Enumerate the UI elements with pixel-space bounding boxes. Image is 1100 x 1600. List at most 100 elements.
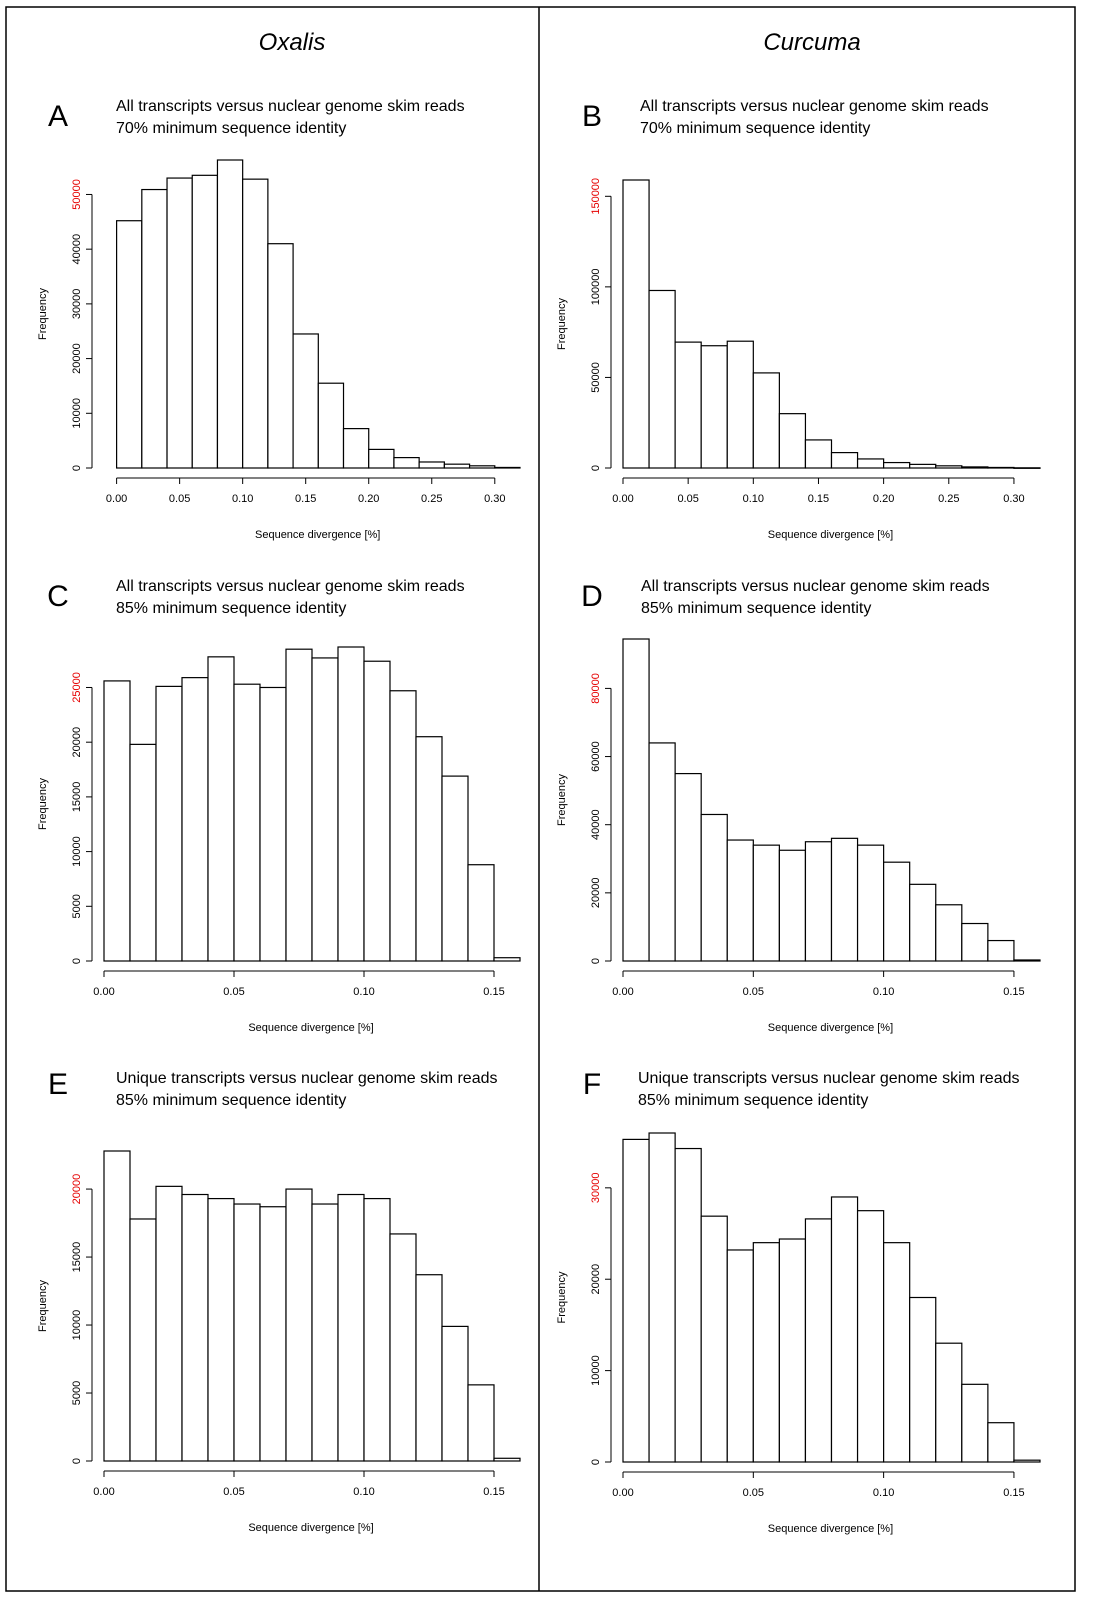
histogram-bar [166,177,193,469]
histogram-bar [1013,467,1041,469]
x-tick-label: 0.05 [743,986,764,998]
panel-letter: A [48,100,68,133]
histogram-bar [726,1249,754,1463]
panel-title-line: 85% minimum sequence identity [116,600,346,617]
chart-panel-b: B All transcripts versus nuclear genome s… [556,98,1041,541]
histogram-bar [987,1422,1015,1463]
column-title-right: Curcuma [763,29,860,56]
histogram-bar [207,1197,235,1462]
x-tick-label: 0.00 [93,986,114,998]
y-axis-label: Frequency [556,1271,568,1323]
y-tick-label: 30000 [71,289,83,320]
histogram-bar [441,775,469,962]
histogram-bar [622,638,650,962]
x-tick-label: 0.15 [1003,1487,1024,1499]
x-tick-label: 0.05 [223,986,244,998]
histogram-bar [935,465,963,469]
histogram-bar [285,1188,313,1462]
histogram-bar [441,1325,469,1462]
histogram-bar [752,372,780,469]
histogram-bar [311,657,339,962]
histogram-bar [337,646,365,962]
panel-title-line: 70% minimum sequence identity [116,120,346,137]
y-tick-label: 0 [590,1459,602,1465]
histogram-bar [909,463,937,469]
x-tick-label: 0.25 [938,493,959,505]
x-tick-label: 0.00 [612,1487,633,1499]
histogram-bar [292,333,319,469]
x-tick-label: 0.00 [93,1486,114,1498]
histogram-bar [830,837,859,962]
histogram-bar [778,1238,807,1463]
histogram-bar [726,340,754,469]
panel-title-line: All transcripts versus nuclear genome sk… [116,578,465,595]
histogram-bar [468,465,496,469]
y-tick-label: 10000 [590,1355,602,1386]
x-tick-label: 0.15 [483,986,504,998]
panel-letter: C [47,580,69,613]
histogram-bar [181,1193,209,1462]
histogram-bar [415,1274,443,1462]
histogram-bar [415,736,443,962]
histogram-bar [267,243,294,469]
panels: A All transcripts versus nuclear genome s… [37,98,1041,1535]
y-axis-label: Frequency [556,298,568,350]
y-axis-label: Frequency [37,288,49,340]
histogram-bar [856,458,885,469]
histogram-bar [1013,959,1041,962]
histogram-bar [622,179,650,469]
histogram-bar [368,448,395,469]
histogram-bar [129,743,157,962]
histogram-bar [181,677,209,962]
histogram-bar [342,428,370,469]
panel-title-line: 85% minimum sequence identity [116,1092,346,1109]
y-tick-label: 20000 [71,343,83,374]
histogram-bar [418,461,445,469]
panel-title-line: All transcripts versus nuclear genome sk… [640,98,989,115]
y-tick-label: 10000 [71,836,83,867]
x-axis-label: Sequence divergence [%] [255,529,380,541]
y-axis-label: Frequency [37,1280,49,1332]
x-tick-label: 0.20 [873,493,894,505]
y-tick-label: 0 [590,465,602,471]
panel-title-line: All transcripts versus nuclear genome sk… [116,98,465,115]
histogram-bar [393,457,420,469]
x-tick-label: 0.10 [873,986,894,998]
histogram-bar [883,461,911,469]
x-tick-label: 0.10 [353,986,374,998]
x-tick-label: 0.00 [106,493,127,505]
panel-title-line: 85% minimum sequence identity [641,600,871,617]
x-tick-label: 0.10 [353,1486,374,1498]
y-tick-label: 40000 [71,234,83,265]
x-tick-label: 0.10 [743,493,764,505]
histogram-bar [674,341,702,469]
panel-title-line: Unique transcripts versus nuclear genome… [638,1070,1020,1087]
histogram-bar [443,463,471,469]
x-tick-label: 0.05 [223,1486,244,1498]
histogram-bar [285,648,313,962]
x-tick-label: 0.00 [612,986,633,998]
histogram-bar [674,1147,702,1463]
histogram-bar [804,841,833,962]
x-tick-label: 0.05 [743,1487,764,1499]
chart-panel-d: D All transcripts versus nuclear genome s… [556,578,1041,1034]
histogram-bar [961,466,989,469]
x-tick-label: 0.10 [232,493,253,505]
histogram-bar [778,413,807,469]
histogram-bar [311,1203,339,1462]
x-tick-label: 0.15 [483,1486,504,1498]
y-tick-label: 60000 [590,741,602,772]
y-tick-label: 20000 [71,1174,83,1205]
histogram-bar [909,1296,937,1463]
histogram-bar [752,844,780,962]
histogram-bar [155,685,183,962]
histogram-bar [726,839,754,962]
histogram-bar [363,1197,391,1462]
histogram-bar [752,1242,780,1463]
histogram-bar [856,844,885,962]
histogram-bar [116,220,143,469]
histogram-bar [883,861,911,962]
histogram-bar [856,1210,885,1463]
y-tick-label: 25000 [71,672,83,703]
